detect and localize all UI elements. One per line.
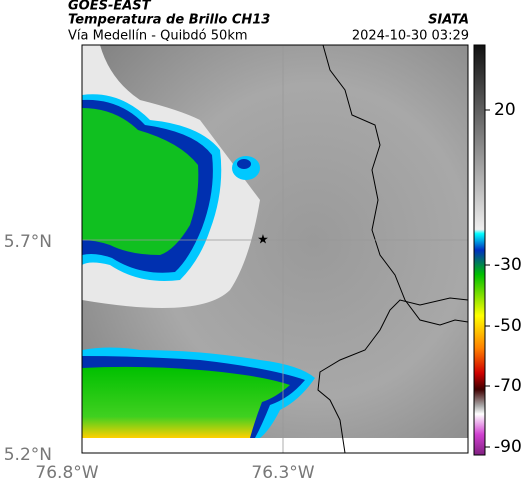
svg-text:★: ★ <box>257 233 269 248</box>
subtitle: Vía Medellín - Quibdó 50km <box>68 29 248 44</box>
colorbar-tick-label: -70 <box>494 376 522 396</box>
colorbar-tick-label: -30 <box>494 255 522 275</box>
lon-tick-label: 76.8°W <box>35 463 98 483</box>
lon-tick-label: 76.3°W <box>251 463 314 483</box>
lat-tick-label: 5.7°N <box>4 232 52 252</box>
title: Temperatura de Brillo CH13 <box>68 13 270 28</box>
map: ★ <box>81 44 469 454</box>
credit: SIATA <box>428 13 469 28</box>
colorbar-ticks: 20 -30 -50 -70 -90 <box>485 100 522 457</box>
colorbar <box>473 44 486 456</box>
lat-tick-label: 5.2°N <box>4 445 52 465</box>
datetime: 2024-10-30 03:29 <box>352 29 469 44</box>
colorbar-tick-label: -90 <box>494 437 522 457</box>
colorbar-tick-label: 20 <box>494 100 516 120</box>
source: GOES-EAST <box>68 0 152 14</box>
colorbar-tick-label: -50 <box>494 316 522 336</box>
